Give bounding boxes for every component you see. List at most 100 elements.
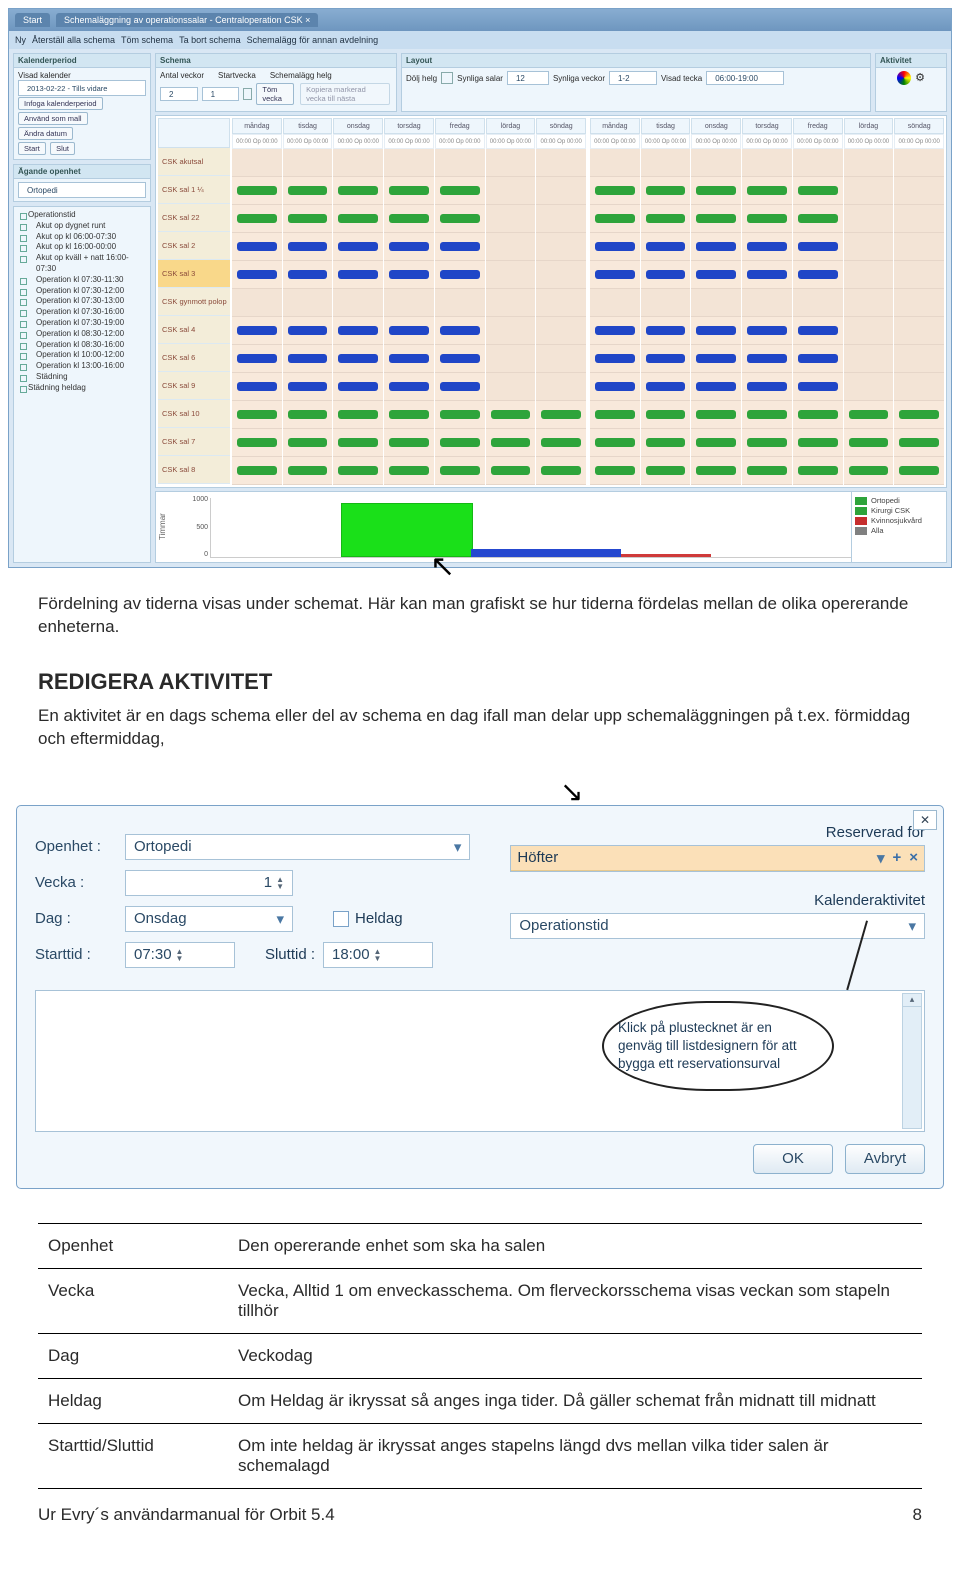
- room-label[interactable]: CSK sal 8: [158, 456, 230, 484]
- reservation-list: Höfter ▾ + ×: [510, 845, 925, 872]
- app-titlebar: Start Schemaläggning av operationssalar …: [9, 9, 951, 31]
- room-label[interactable]: CSK akutsal: [158, 148, 230, 176]
- arrow-down-icon: ↘: [560, 785, 960, 799]
- room-label[interactable]: CSK sal 22: [158, 204, 230, 232]
- toolbar-tom[interactable]: Töm schema: [121, 35, 173, 45]
- openhet-value: Ortopedi: [134, 838, 192, 855]
- scheduling-app-screenshot: Start Schemaläggning av operationssalar …: [8, 8, 952, 568]
- lbl-heldag: Heldag: [355, 910, 403, 927]
- lbl-helg: Schemalägg helg: [270, 71, 332, 80]
- spinner-icon[interactable]: ▲▼: [276, 876, 284, 890]
- def-desc: Den opererande enhet som ska ha salen: [228, 1223, 922, 1268]
- dialog-notes-area[interactable]: ▴ Klick på plustecknet är en genväg till…: [35, 990, 925, 1132]
- input-sluttid[interactable]: 18:00 ▲▼: [323, 942, 433, 968]
- chk-dolj[interactable]: [441, 72, 453, 84]
- ok-button[interactable]: OK: [753, 1144, 833, 1174]
- toolbar-annan[interactable]: Schemalägg för annan avdelning: [247, 35, 379, 45]
- chart-bar-green: [341, 503, 473, 557]
- room-label[interactable]: CSK sal 2: [158, 232, 230, 260]
- paragraph-1: Fördelning av tiderna visas under schema…: [38, 593, 922, 639]
- panel-schema: Schema Antal veckor Startvecka Schemaläg…: [155, 53, 397, 112]
- btn-kopiera[interactable]: Kopiera markerad vecka till nästa: [300, 83, 390, 105]
- room-label[interactable]: CSK sal 7: [158, 428, 230, 456]
- btn-tom-vecka[interactable]: Töm vecka: [256, 83, 294, 105]
- lbl-sluttid: Sluttid :: [235, 946, 323, 963]
- lbl-antal: Antal veckor: [160, 71, 204, 80]
- color-icon[interactable]: [897, 71, 911, 85]
- panel-agande: Ägande openhet Ortopedi: [13, 164, 151, 202]
- toolbar-ny[interactable]: Ny: [15, 35, 26, 45]
- btn-start[interactable]: Start: [18, 142, 46, 155]
- plus-icon[interactable]: +: [892, 849, 901, 866]
- checkbox-heldag[interactable]: [333, 911, 349, 927]
- distribution-chart: Timmar 1000 500 0 OrtopediKirurgi CSKKvi…: [155, 491, 947, 563]
- btn-anvand-som-mall[interactable]: Använd som mall: [18, 112, 88, 125]
- gear-icon[interactable]: ⚙: [915, 71, 925, 85]
- cancel-button[interactable]: Avbryt: [845, 1144, 925, 1174]
- footer-right: 8: [913, 1505, 922, 1525]
- def-desc: Om inte heldag är ikryssat anges stapeln…: [228, 1423, 922, 1488]
- tab-schemalaggning[interactable]: Schemaläggning av operationssalar - Cent…: [56, 13, 318, 27]
- activity-tree[interactable]: OperationstidAkut op dygnet runtAkut op …: [14, 207, 150, 397]
- paragraph-2: En aktivitet är en dags schema eller del…: [38, 705, 922, 751]
- btn-slut[interactable]: Slut: [50, 142, 75, 155]
- input-vecka[interactable]: 1 ▲▼: [125, 870, 293, 896]
- tab-start[interactable]: Start: [15, 13, 50, 27]
- in-start[interactable]: 1: [202, 87, 240, 101]
- btn-infoga-kalenderperiod[interactable]: Infoga kalenderperiod: [18, 97, 103, 110]
- scrollbar[interactable]: ▴: [902, 993, 922, 1129]
- def-term: Starttid/Sluttid: [38, 1423, 228, 1488]
- lbl-kalenderaktivitet: Kalenderaktivitet: [510, 892, 925, 909]
- chart-legend: OrtopediKirurgi CSKKvinnosjukvårdAlla: [851, 492, 946, 562]
- room-label[interactable]: CSK sal 4: [158, 316, 230, 344]
- def-term: Dag: [38, 1333, 228, 1378]
- room-label[interactable]: CSK sal 9: [158, 372, 230, 400]
- spinner-icon[interactable]: ▲▼: [374, 948, 382, 962]
- app-toolbar: Ny Återställ alla schema Töm schema Ta b…: [9, 31, 951, 49]
- ribbon: Schema Antal veckor Startvecka Schemaläg…: [155, 53, 947, 112]
- visa-kalender-value[interactable]: 2013-02-22 - Tills vidare: [18, 80, 146, 96]
- def-desc: Veckodag: [228, 1333, 922, 1378]
- lbl-start: Startvecka: [218, 71, 256, 80]
- main-area: Schema Antal veckor Startvecka Schemaläg…: [155, 53, 947, 563]
- toolbar-aterstall[interactable]: Återställ alla schema: [32, 35, 115, 45]
- room-label[interactable]: CSK sal 1 ¼: [158, 176, 230, 204]
- arrow-up-icon: ↖: [430, 562, 960, 571]
- starttid-value: 07:30: [134, 946, 172, 963]
- panel-title: Schema: [156, 54, 396, 68]
- room-label[interactable]: CSK sal 10: [158, 400, 230, 428]
- scroll-up-icon[interactable]: ▴: [903, 994, 921, 1007]
- close-icon[interactable]: ✕: [913, 810, 937, 830]
- lbl-dag: Dag :: [35, 910, 125, 927]
- lbl-vecka: Vecka :: [35, 874, 125, 891]
- room-header-blank: [158, 118, 230, 148]
- chart-ylabel: Timmar: [156, 492, 178, 562]
- def-desc: Om Heldag är ikryssat så anges inga tide…: [228, 1378, 922, 1423]
- chk-helg[interactable]: [243, 88, 252, 100]
- lbl-openhet: Openhet :: [35, 838, 125, 855]
- room-label[interactable]: CSK sal 3: [158, 260, 230, 288]
- def-term: Openhet: [38, 1223, 228, 1268]
- reservation-item[interactable]: Höfter ▾ + ×: [511, 846, 924, 871]
- remove-icon[interactable]: ×: [909, 849, 918, 866]
- input-openhet[interactable]: Ortopedi ▾: [125, 834, 470, 860]
- spinner-icon[interactable]: ▲▼: [176, 948, 184, 962]
- panel-title: Layout: [402, 54, 870, 68]
- btn-andra-datum[interactable]: Ändra datum: [18, 127, 73, 140]
- toolbar-tabort[interactable]: Ta bort schema: [179, 35, 241, 45]
- input-dag[interactable]: Onsdag ▾: [125, 906, 293, 932]
- sluttid-value: 18:00: [332, 946, 370, 963]
- room-label[interactable]: CSK gynmott polop: [158, 288, 230, 316]
- in-antal[interactable]: 2: [160, 87, 198, 101]
- in-synv[interactable]: 1-2: [609, 71, 657, 85]
- in-salar[interactable]: 12: [507, 71, 549, 85]
- chevron-down-icon: ▾: [276, 910, 284, 928]
- input-starttid[interactable]: 07:30 ▲▼: [125, 942, 235, 968]
- in-tid[interactable]: 06:00-19:00: [706, 71, 784, 85]
- room-label[interactable]: CSK sal 6: [158, 344, 230, 372]
- chevron-down-icon[interactable]: ▾: [877, 849, 885, 867]
- tick: 500: [196, 524, 208, 531]
- lbl-reserverad: Reserverad för: [510, 824, 925, 841]
- panel-title: Kalenderperiod: [14, 54, 150, 68]
- agande-value[interactable]: Ortopedi: [18, 182, 146, 198]
